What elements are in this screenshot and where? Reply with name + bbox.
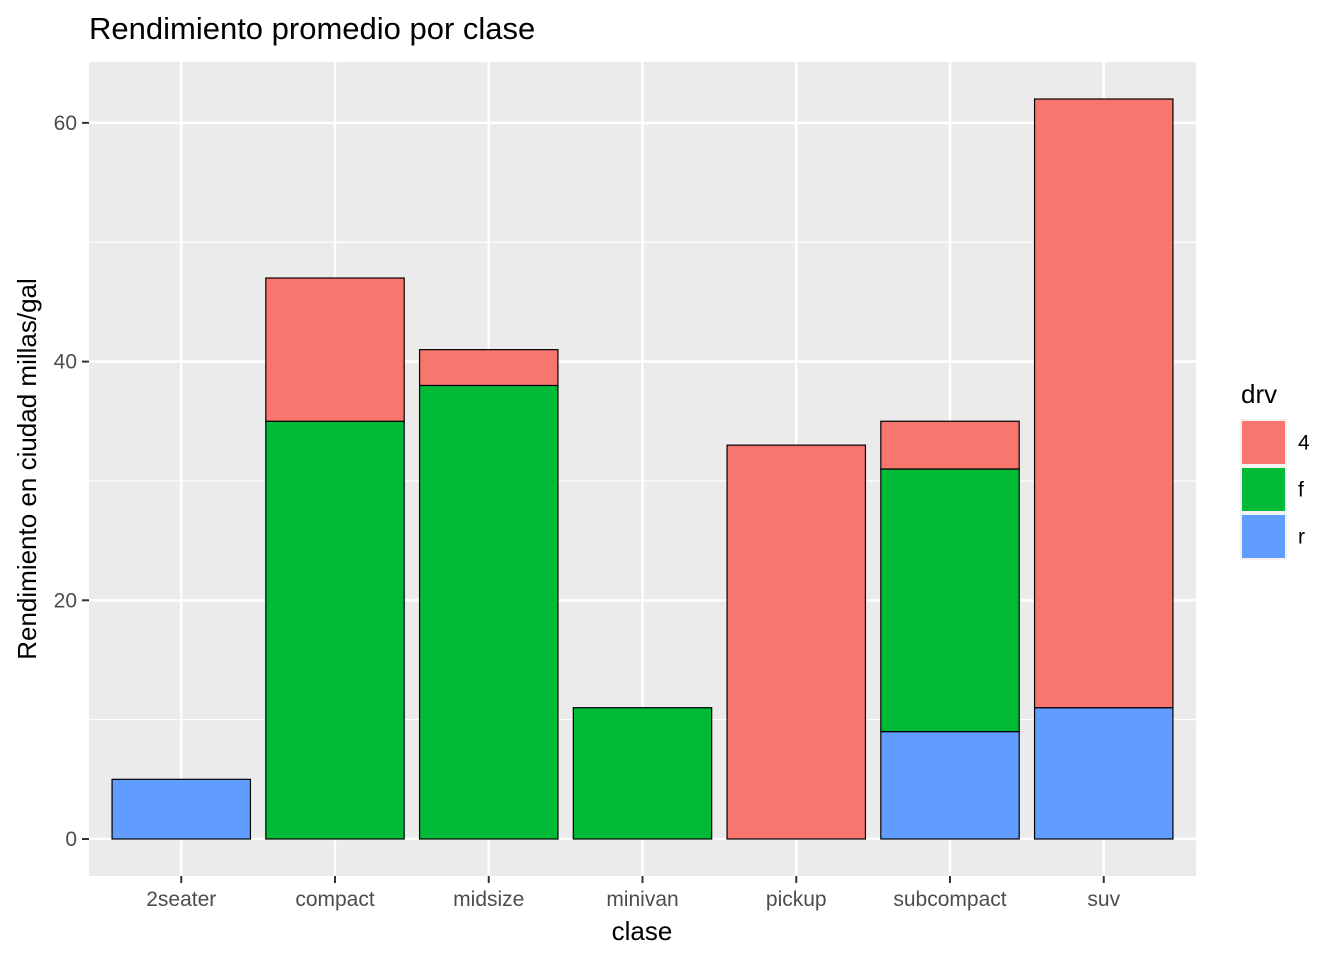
x-tick-label: compact bbox=[295, 888, 375, 911]
y-tick-label: 0 bbox=[65, 828, 77, 851]
legend-label: r bbox=[1298, 526, 1305, 549]
x-tick-label: subcompact bbox=[893, 888, 1006, 911]
legend: drv 4 f r bbox=[1240, 379, 1310, 560]
legend-key-swatch bbox=[1242, 468, 1285, 511]
y-axis: 0 20 40 60 bbox=[54, 112, 89, 851]
x-tick-label: midsize bbox=[453, 888, 524, 911]
bar-segment bbox=[265, 277, 405, 422]
bar-segment bbox=[726, 444, 867, 840]
y-tick-label: 60 bbox=[54, 112, 77, 135]
bar-segment bbox=[1033, 98, 1174, 709]
x-axis-title: clase bbox=[612, 916, 673, 946]
y-tick-label: 20 bbox=[54, 589, 77, 612]
legend-items: 4 f r bbox=[1240, 419, 1310, 560]
bar-segment bbox=[265, 420, 405, 840]
bar-segment bbox=[880, 468, 1020, 733]
bar-segment bbox=[880, 730, 1020, 840]
bar-segment bbox=[111, 778, 252, 840]
x-tick-label: minivan bbox=[606, 888, 678, 911]
x-tick-label: suv bbox=[1087, 888, 1120, 911]
x-axis: 2seater compact midsize minivan pickup subcom… bbox=[146, 876, 1121, 911]
bar-segment bbox=[418, 384, 559, 840]
legend-key-swatch bbox=[1242, 515, 1285, 558]
bars bbox=[111, 98, 1174, 840]
y-tick-label: 40 bbox=[54, 351, 77, 374]
bar-segment bbox=[880, 420, 1020, 470]
legend-title: drv bbox=[1241, 379, 1277, 409]
legend-label: f bbox=[1298, 479, 1304, 502]
legend-key-swatch bbox=[1242, 421, 1285, 464]
x-tick-label: 2seater bbox=[146, 888, 216, 911]
bar-segment bbox=[418, 349, 559, 387]
bar-segment bbox=[1033, 707, 1174, 840]
x-tick-label: pickup bbox=[766, 888, 827, 911]
chart-title: Rendimiento promedio por clase bbox=[89, 11, 535, 46]
y-axis-title: Rendimiento en ciudad millas/gal bbox=[12, 278, 42, 660]
legend-label: 4 bbox=[1298, 432, 1310, 455]
bar-segment bbox=[572, 707, 713, 840]
